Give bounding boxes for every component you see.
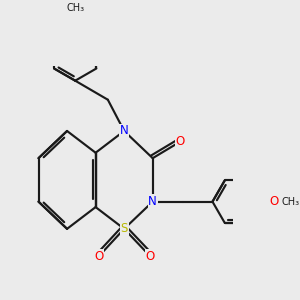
Text: O: O — [145, 250, 154, 262]
Text: O: O — [94, 250, 103, 262]
Text: CH₃: CH₃ — [281, 197, 299, 207]
Text: CH₃: CH₃ — [66, 2, 84, 13]
Text: N: N — [120, 124, 128, 137]
Text: S: S — [121, 222, 128, 235]
Text: O: O — [269, 195, 278, 208]
Text: O: O — [175, 135, 184, 148]
Text: N: N — [148, 195, 157, 208]
